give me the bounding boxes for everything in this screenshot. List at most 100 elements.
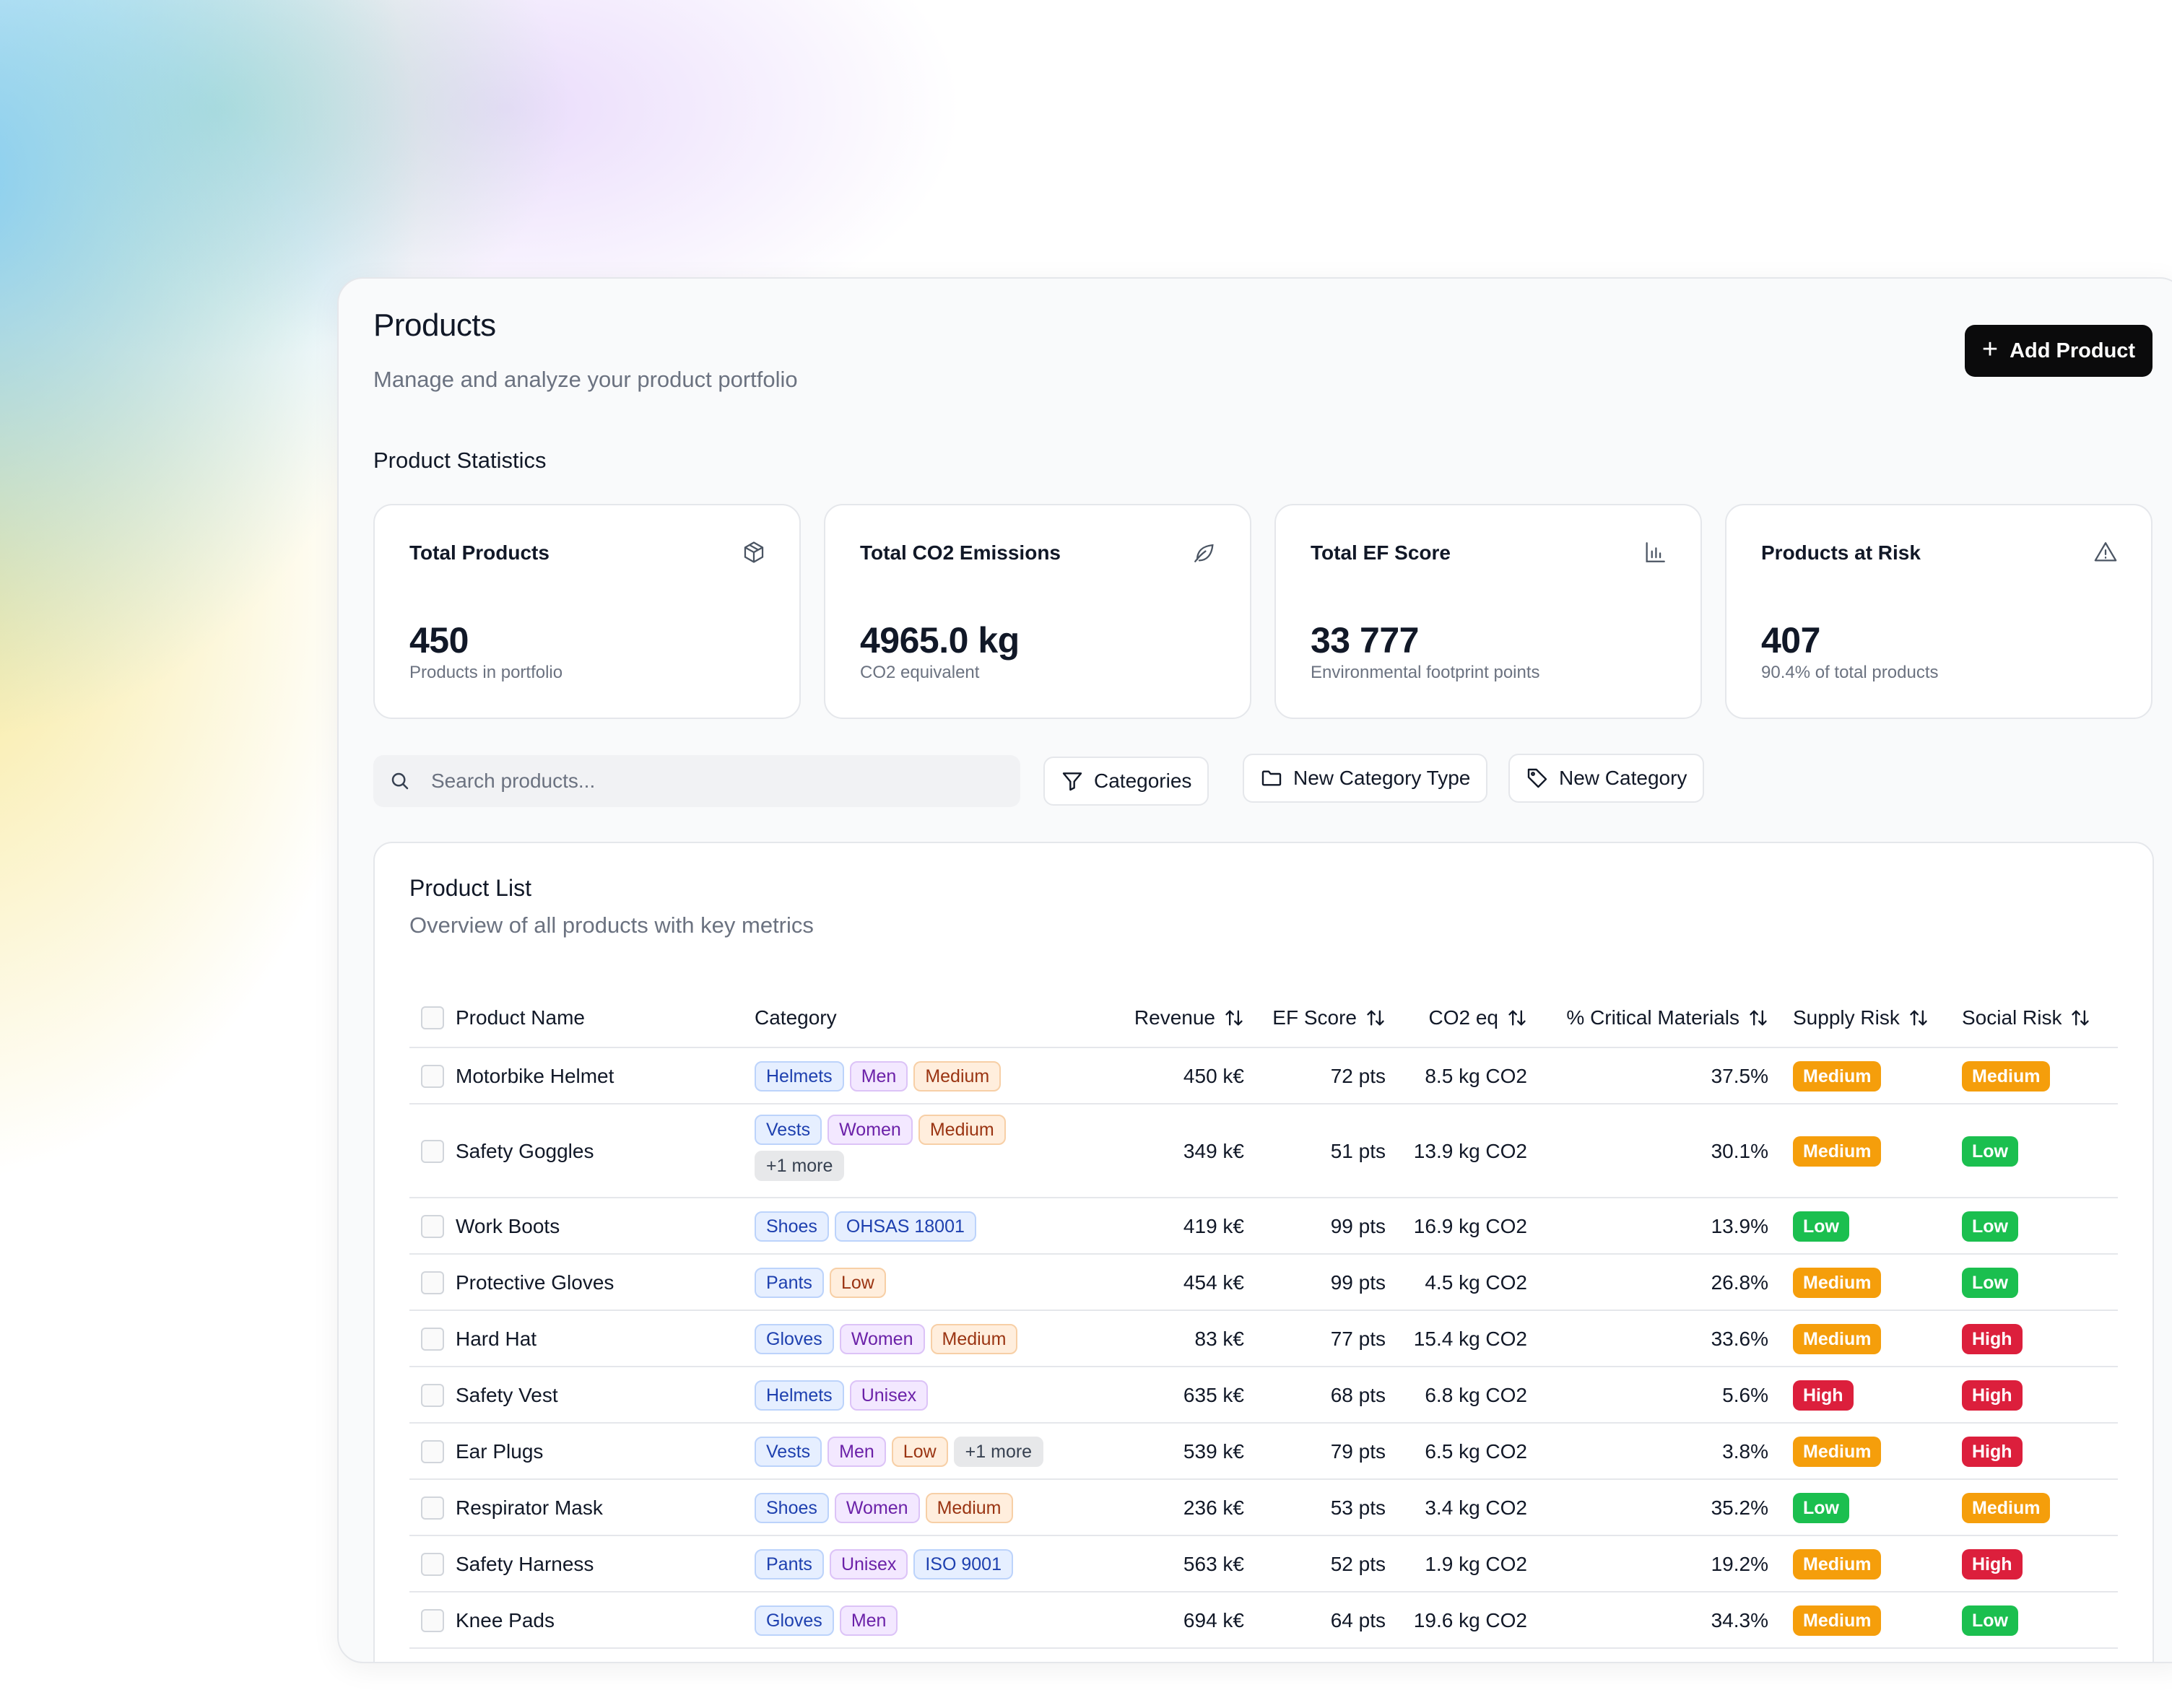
table-row[interactable]: Ear Plugs 539 k€ 79 pts 6.5 kg CO2 3.8% Vests… (409, 1424, 2118, 1480)
plus-icon: + (1981, 334, 1999, 365)
critical-materials-value: 5.1% (1527, 1649, 1768, 1662)
category-tag: Medium (925, 1493, 1013, 1523)
co2-value: 4.5 kg CO2 (1425, 1271, 1527, 1294)
new-category-label: New Category (1559, 767, 1687, 789)
supply-risk-badge: High (1793, 1662, 1854, 1663)
row-checkbox[interactable] (421, 1553, 444, 1576)
social-risk-cell: High (1962, 1311, 2023, 1367)
table-row[interactable]: Work Boots 419 k€ 99 pts 16.9 kg CO2 13.9% Sh… (409, 1198, 2118, 1255)
category-tag: Medium (913, 1061, 1002, 1092)
product-list-subtitle: Overview of all products with key metric… (409, 912, 814, 938)
category-tag: Women (834, 1493, 920, 1523)
ef-score-value: 68 pts (1330, 1384, 1386, 1406)
product-name: Work Boots (456, 1215, 560, 1237)
revenue-value: 454 k€ (1183, 1271, 1244, 1294)
supply-risk-badge: Medium (1793, 1437, 1882, 1467)
table-row[interactable]: Motorbike Helmet 450 k€ 72 pts 8.5 kg CO2 37… (409, 1048, 2118, 1104)
more-tags-chip[interactable]: +1 more (953, 1437, 1044, 1467)
more-tags-chip[interactable]: +1 more (755, 1151, 845, 1181)
column-supply-risk[interactable]: Supply Risk (1793, 988, 1952, 1048)
new-category-button[interactable]: New Category (1508, 754, 1705, 803)
category-tag: Gloves (755, 1605, 834, 1636)
co2-value: 16.9 kg CO2 (1413, 1215, 1527, 1237)
column-revenue[interactable]: Revenue (1030, 988, 1244, 1048)
product-name: Hard Hat (456, 1328, 537, 1350)
column-critical-materials[interactable]: % Critical Materials (1527, 988, 1768, 1048)
table-row[interactable]: Hard Hat 83 k€ 77 pts 15.4 kg CO2 33.6% Glove… (409, 1311, 2118, 1367)
column-social-risk[interactable]: Social Risk (1962, 988, 2118, 1048)
tag-icon (1527, 768, 1547, 788)
category-tags: Pants Unisex ISO 9001 (755, 1549, 1087, 1580)
folder-icon (1261, 770, 1282, 786)
ef-score-value: 64 pts (1330, 1609, 1386, 1631)
critical-materials-value: 37.5% (1711, 1065, 1768, 1087)
page-title: Products (373, 308, 496, 343)
row-checkbox[interactable] (421, 1065, 444, 1088)
category-tag: Helmets (755, 1061, 844, 1092)
bar-chart-icon (1646, 542, 1665, 562)
category-tag: Unisex (849, 1380, 929, 1411)
new-category-type-button[interactable]: New Category Type (1243, 754, 1488, 803)
stat-card-total-co2: Total CO2 Emissions 4965.0 kg CO2 equiva… (824, 504, 1251, 719)
supply-risk-badge: Medium (1793, 1268, 1882, 1298)
category-tags: Pants Low (755, 1268, 1087, 1298)
sort-icon (1508, 1010, 1526, 1026)
social-risk-cell: High (1962, 1367, 2023, 1424)
row-checkbox[interactable] (421, 1140, 444, 1163)
table-row[interactable]: Safety Harness 563 k€ 52 pts 1.9 kg CO2 19.2… (409, 1536, 2118, 1592)
column-ef-score[interactable]: EF Score (1244, 988, 1386, 1048)
category-tags: Shoes Women Medium (755, 1493, 1087, 1523)
table-row[interactable]: Knee Pads 694 k€ 64 pts 19.6 kg CO2 34.3% Glo… (409, 1592, 2118, 1649)
revenue-value: 694 k€ (1183, 1609, 1244, 1631)
sort-icon (2072, 1010, 2090, 1026)
revenue-value: 83 k€ (1194, 1328, 1245, 1350)
supply-risk-cell: Medium (1793, 1536, 1882, 1592)
supply-risk-badge: Medium (1793, 1061, 1882, 1092)
row-checkbox[interactable] (421, 1271, 444, 1294)
category-tag: Gloves (755, 1324, 834, 1354)
social-risk-badge: Medium (1962, 1493, 2051, 1523)
category-tag: Unisex (829, 1549, 908, 1580)
category-tag: Medium (940, 1662, 1028, 1663)
search-input[interactable] (431, 755, 1009, 807)
social-risk-badge: High (1962, 1549, 2023, 1580)
select-all-checkbox[interactable] (421, 1006, 444, 1029)
column-supply-label: Supply Risk (1793, 1006, 1900, 1029)
stat-label: Total EF Score (1311, 541, 1451, 564)
critical-materials-value: 19.2% (1711, 1553, 1768, 1575)
table-row[interactable]: Safety Vest 635 k€ 68 pts 6.8 kg CO2 5.6% Hel… (409, 1367, 2118, 1424)
column-revenue-label: Revenue (1134, 1006, 1215, 1029)
stat-desc: CO2 equivalent (860, 663, 980, 682)
table-row[interactable]: Safety Goggles 349 k€ 51 pts 13.9 kg CO2 30.… (409, 1104, 2118, 1198)
row-checkbox[interactable] (421, 1440, 444, 1463)
column-co2[interactable]: CO2 eq (1386, 988, 1527, 1048)
category-tag: Men (827, 1437, 886, 1467)
column-critical-label: % Critical Materials (1566, 1006, 1739, 1029)
table-row[interactable]: Welding Gloves 780 k€61 pts10.4 kg CO25.1… (409, 1649, 2118, 1663)
row-checkbox[interactable] (421, 1496, 444, 1520)
sort-icon (1225, 1010, 1243, 1026)
row-checkbox[interactable] (421, 1328, 444, 1351)
product-statistics-title: Product Statistics (373, 448, 547, 473)
column-ef-label: EF Score (1272, 1006, 1357, 1029)
category-tag: Women (850, 1662, 935, 1663)
categories-filter-button[interactable]: Categories (1043, 757, 1209, 806)
sort-icon (1910, 1010, 1927, 1026)
row-checkbox[interactable] (421, 1384, 444, 1407)
sort-icon (1367, 1010, 1384, 1026)
product-name: Ear Plugs (456, 1440, 544, 1463)
stat-value: 4965.0 kg (860, 620, 1020, 661)
sort-icon (1750, 1010, 1767, 1026)
co2-value: 19.6 kg CO2 (1413, 1609, 1527, 1631)
add-product-button[interactable]: + Add Product (1965, 325, 2153, 377)
critical-materials-value: 26.8% (1711, 1271, 1768, 1294)
table-row[interactable]: Respirator Mask 236 k€ 53 pts 3.4 kg CO2 35.… (409, 1480, 2118, 1536)
row-checkbox[interactable] (421, 1609, 444, 1632)
table-row[interactable]: Protective Gloves 454 k€ 99 pts 4.5 kg CO2 2… (409, 1255, 2118, 1311)
supply-risk-cell: High (1793, 1649, 1854, 1663)
social-risk-cell: Low (1962, 1104, 2018, 1198)
category-tag: Vests (755, 1437, 822, 1467)
page-subtitle: Manage and analyze your product portfoli… (373, 367, 798, 392)
critical-materials-value: 3.8% (1722, 1440, 1768, 1463)
row-checkbox[interactable] (421, 1215, 444, 1238)
